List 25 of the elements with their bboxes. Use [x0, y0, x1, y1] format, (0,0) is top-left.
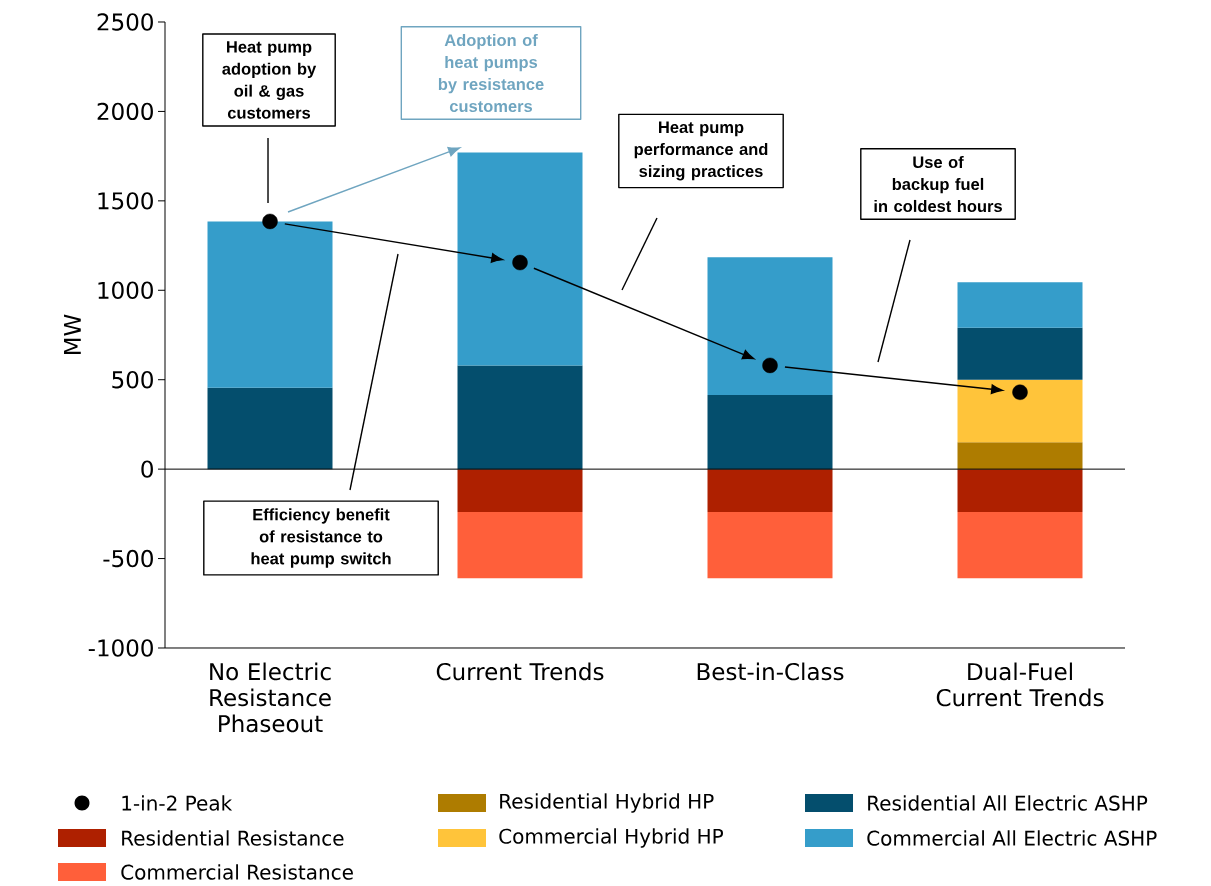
x-tick-label: No Electric Resistance Phaseout: [210, 662, 331, 733]
annotation: Efficiency benefit of resistance to heat pump switch: [251, 508, 391, 568]
annotation: Use of backup fuel in coldest hours: [874, 155, 1002, 213]
y-tick-label: 1500: [98, 192, 153, 210]
legend-label: 1-in-2 Peak: [122, 795, 233, 811]
x-tick-label: Current Trends: [436, 662, 604, 681]
y-tick-label: -1000: [88, 639, 153, 657]
y-tick-label: 1000: [98, 281, 153, 299]
legend-label: Residential Resistance: [122, 830, 344, 846]
legend-label: Residential All Electric ASHP: [868, 795, 1148, 811]
y-tick-label: 500: [112, 371, 153, 389]
annotation: Adoption of heat pumps by resistance customers: [438, 33, 544, 113]
x-tick-label: Best-in-Class: [697, 662, 844, 681]
annotation: Heat pump adoption by oil & gas customers: [222, 41, 317, 119]
annotation: Heat pump performance and sizing practices: [634, 121, 768, 181]
y-axis-title: MW: [64, 314, 81, 355]
legend-label: Commercial Hybrid HP: [499, 828, 723, 848]
legend-label: Commercial Resistance: [121, 864, 353, 880]
y-tick-label: 2500: [97, 13, 153, 31]
y-tick-label: 0: [141, 460, 153, 478]
legend-label: Commercial All Electric ASHP: [867, 830, 1157, 846]
y-tick-label: 2000: [97, 102, 153, 121]
y-tick-label: -500: [103, 549, 153, 568]
x-tick-label: Dual-Fuel Current Trends: [936, 662, 1104, 707]
legend-label: Residential Hybrid HP: [500, 793, 714, 813]
